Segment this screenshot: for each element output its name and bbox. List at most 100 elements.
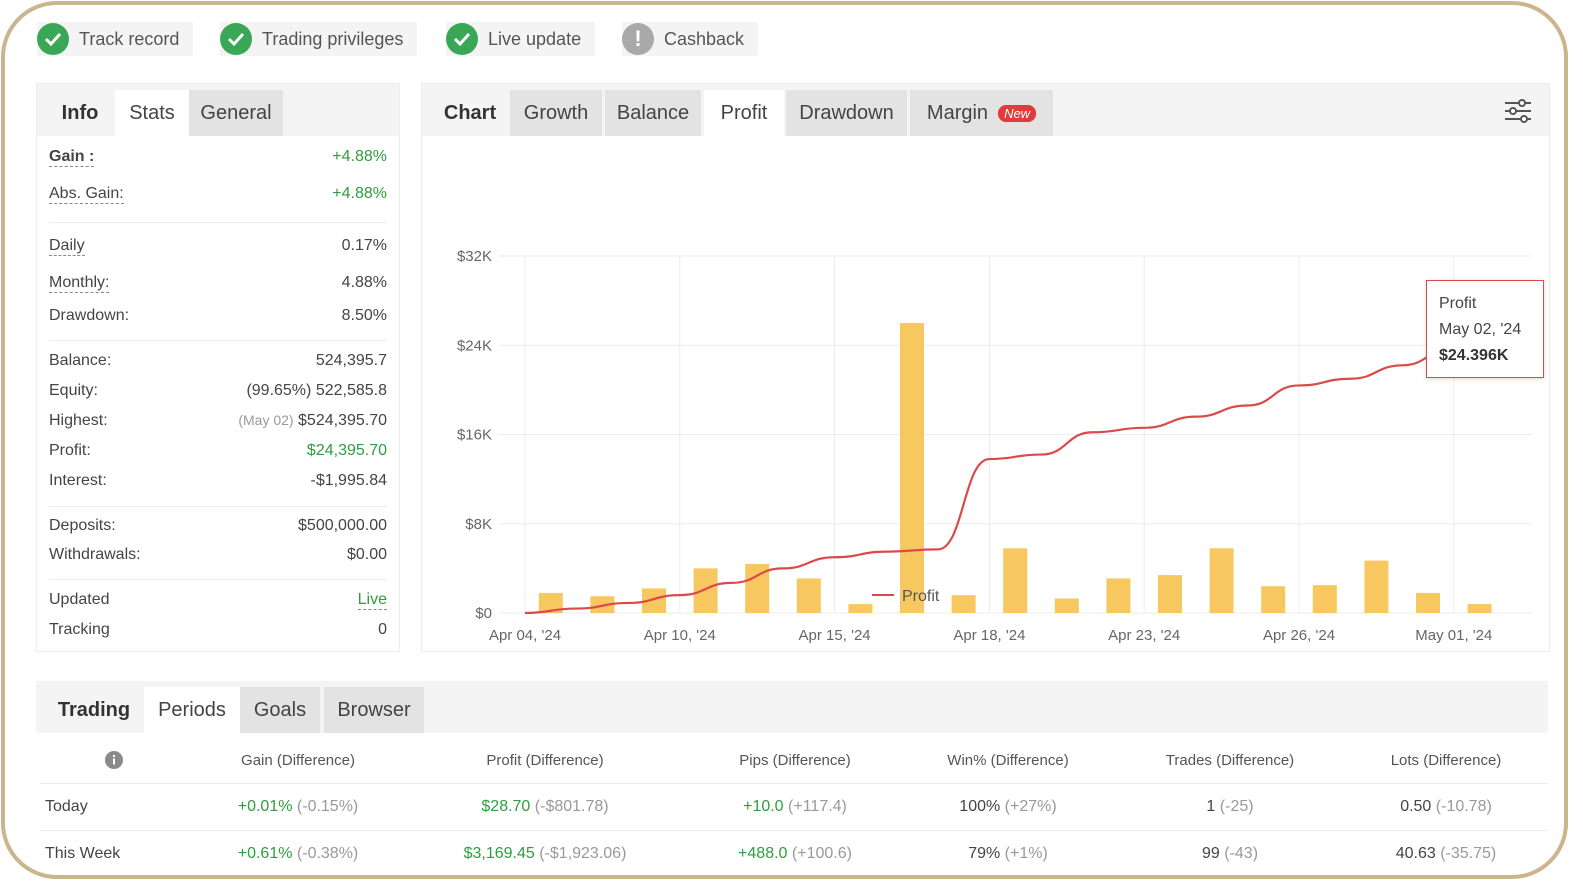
equity-label: Equity: — [49, 382, 98, 399]
profit-bar — [1364, 560, 1389, 613]
deposits-value: $500,000.00 — [298, 517, 387, 534]
tab-margin[interactable]: Margin New — [910, 90, 1053, 136]
table-row[interactable]: Today +0.01% (-0.15%) $28.70 (-$801.78) … — [40, 783, 1548, 830]
trades-diff: (-25) — [1219, 798, 1254, 815]
abs-gain-label[interactable]: Abs. Gain: — [49, 185, 124, 204]
balance-value: 524,395.7 — [315, 352, 387, 369]
tooltip-value: $24.396K — [1439, 347, 1509, 364]
win-diff: (+27%) — [1004, 798, 1057, 815]
highest-value: $524,395.70 — [298, 412, 387, 429]
profit-bar — [1054, 598, 1079, 613]
monthly-label[interactable]: Monthly: — [49, 274, 110, 293]
updated-label: Updated — [49, 591, 110, 608]
x-tick-label: Apr 10, '24 — [644, 627, 716, 644]
daily-label[interactable]: Daily — [49, 237, 85, 256]
tracking-label: Tracking — [49, 621, 110, 638]
profit-bar — [1416, 592, 1440, 613]
chart-tabbar: Chart Growth Balance Profit Drawdown Mar… — [422, 84, 1549, 136]
chart-legend[interactable]: Profit — [872, 588, 940, 605]
y-tick-label: $8K — [465, 516, 492, 533]
trades-cell: 99 — [1201, 845, 1220, 862]
profit-bar — [1209, 548, 1234, 613]
col-profit: Profit (Difference) — [486, 751, 604, 769]
win-cell: 100% — [959, 798, 1001, 815]
exclamation-icon: ! — [622, 23, 654, 55]
divider — [49, 222, 387, 223]
equity-value: 522,585.8 — [315, 382, 387, 399]
monthly-value: 4.88% — [341, 274, 387, 291]
tab-balance[interactable]: Balance — [605, 90, 701, 136]
gain-label[interactable]: Gain : — [49, 148, 95, 167]
profit-cell: $3,169.45 — [463, 845, 535, 862]
profit-cell: $28.70 — [481, 798, 531, 815]
tab-trading[interactable]: Trading — [57, 698, 131, 721]
col-lots: Lots (Difference) — [1390, 751, 1502, 769]
trades-diff: (-43) — [1224, 845, 1259, 862]
profit-bar — [900, 322, 924, 613]
withdrawals-label: Withdrawals: — [49, 546, 141, 563]
lots-cell: 0.50 — [1400, 798, 1432, 815]
tab-browser[interactable]: Browser — [324, 687, 424, 733]
x-tick-label: May 01, '24 — [1415, 627, 1492, 644]
tab-periods[interactable]: Periods — [144, 687, 240, 733]
gain-cell: +0.61% — [237, 845, 293, 862]
tab-drawdown[interactable]: Drawdown — [786, 90, 907, 136]
updated-row: Updated Live — [49, 591, 387, 615]
tab-info[interactable]: Info — [61, 101, 99, 124]
profit-bar — [1312, 585, 1337, 613]
updated-value[interactable]: Live — [357, 591, 387, 610]
gain-diff: (-0.15%) — [296, 798, 359, 815]
x-tick-label: Apr 15, '24 — [799, 627, 871, 644]
deposits-row: Deposits: $500,000.00 — [49, 517, 387, 541]
trades-cell: 1 — [1206, 798, 1216, 815]
lots-cell: 40.63 — [1395, 845, 1436, 862]
profit-series-line — [524, 339, 1532, 615]
tab-stats[interactable]: Stats — [115, 90, 189, 136]
profit-bar — [1467, 604, 1492, 613]
pips-cell: +488.0 — [738, 845, 788, 862]
withdrawals-row: Withdrawals: $0.00 — [49, 546, 387, 570]
tab-growth[interactable]: Growth — [510, 90, 602, 136]
profit-chart[interactable]: $0 $8K $16K $24K $32K Apr 04, '24 Apr 10, '24 A… — [422, 136, 1549, 651]
profit-bar — [1158, 575, 1182, 613]
y-tick-label: $24K — [457, 337, 492, 354]
highest-row: Highest: (May 02) $524,395.70 — [49, 412, 387, 436]
badge-label: Live update — [488, 28, 582, 49]
period-label: Today — [45, 798, 88, 815]
badge-live-update[interactable]: Live update — [446, 22, 596, 56]
lots-diff: (-35.75) — [1440, 845, 1497, 862]
tracking-row: Tracking 0 — [49, 621, 387, 645]
tab-general[interactable]: General — [189, 90, 283, 136]
drawdown-label: Drawdown: — [49, 307, 130, 324]
tracking-value: 0 — [378, 621, 387, 638]
tooltip-title: Profit — [1439, 295, 1477, 312]
tab-profit[interactable]: Profit — [704, 90, 784, 136]
interest-row: Interest: -$1,995.84 — [49, 472, 387, 496]
y-tick-label: $16K — [457, 427, 492, 444]
tooltip-date: May 02, '24 — [1439, 321, 1522, 338]
interest-value: -$1,995.84 — [310, 472, 387, 489]
profit-bar — [796, 578, 821, 613]
pips-cell: +10.0 — [743, 798, 784, 815]
profit-bar — [1106, 578, 1131, 613]
badge-label: Cashback — [664, 28, 745, 49]
period-label: This Week — [45, 845, 121, 862]
new-badge: New — [998, 104, 1037, 122]
profit-bar — [538, 592, 563, 613]
profit-value: $24,395.70 — [306, 442, 387, 459]
badge-trading-privileges[interactable]: Trading privileges — [220, 22, 418, 56]
tab-chart[interactable]: Chart — [443, 101, 497, 124]
badge-cashback[interactable]: ! Cashback — [622, 22, 759, 56]
table-row[interactable]: This Week +0.61% (-0.38%) $3,169.45 (-$1… — [40, 830, 1548, 875]
equity-row: Equity: (99.65%) 522,585.8 — [49, 382, 387, 406]
badge-track-record[interactable]: Track record — [37, 22, 194, 56]
tab-goals[interactable]: Goals — [240, 687, 320, 733]
x-tick-label: Apr 23, '24 — [1108, 627, 1180, 644]
check-icon — [446, 23, 478, 55]
settings-sliders-icon[interactable] — [1503, 96, 1533, 126]
info-icon[interactable] — [40, 740, 188, 780]
x-tick-label: Apr 04, '24 — [489, 627, 561, 644]
bottom-tabbar: Trading Periods Goals Browser — [36, 681, 1548, 733]
legend-label: Profit — [902, 588, 940, 605]
